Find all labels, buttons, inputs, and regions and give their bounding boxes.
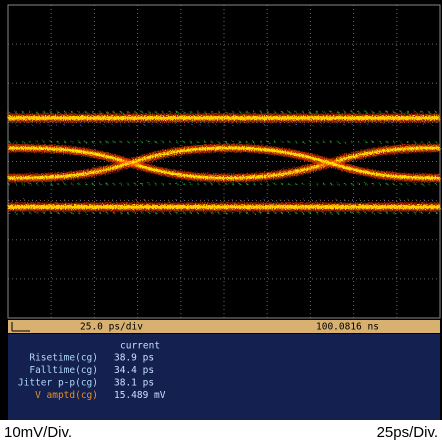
measurement-value: 38.9 ps (114, 353, 154, 364)
measurement-header: current (120, 341, 160, 352)
measurement-label: Jitter p-p(cg) (18, 378, 98, 389)
measurement-value: 38.1 ps (114, 378, 154, 389)
position: 100.0816 ns (316, 322, 379, 333)
vertical-scale: 10mV/Div. (4, 424, 72, 441)
measurement-value: 34.4 ps (114, 365, 154, 376)
horizontal-scale: 25ps/Div. (377, 424, 438, 441)
scope-screenshot: 25.0 ps/div 100.0816 ns current Risetime… (0, 0, 442, 445)
measurement-label: Risetime(cg) (29, 353, 98, 364)
measurement-label: V amptd(cg) (35, 390, 98, 401)
measurement-label: Falltime(cg) (29, 365, 98, 376)
timebase: 25.0 ps/div (80, 322, 143, 333)
measurement-rows: Risetime(cg) 38.9 ps Falltime(cg) 34.4 ps Ji… (18, 353, 166, 402)
measurement-value: 15.489 mV (114, 390, 166, 401)
